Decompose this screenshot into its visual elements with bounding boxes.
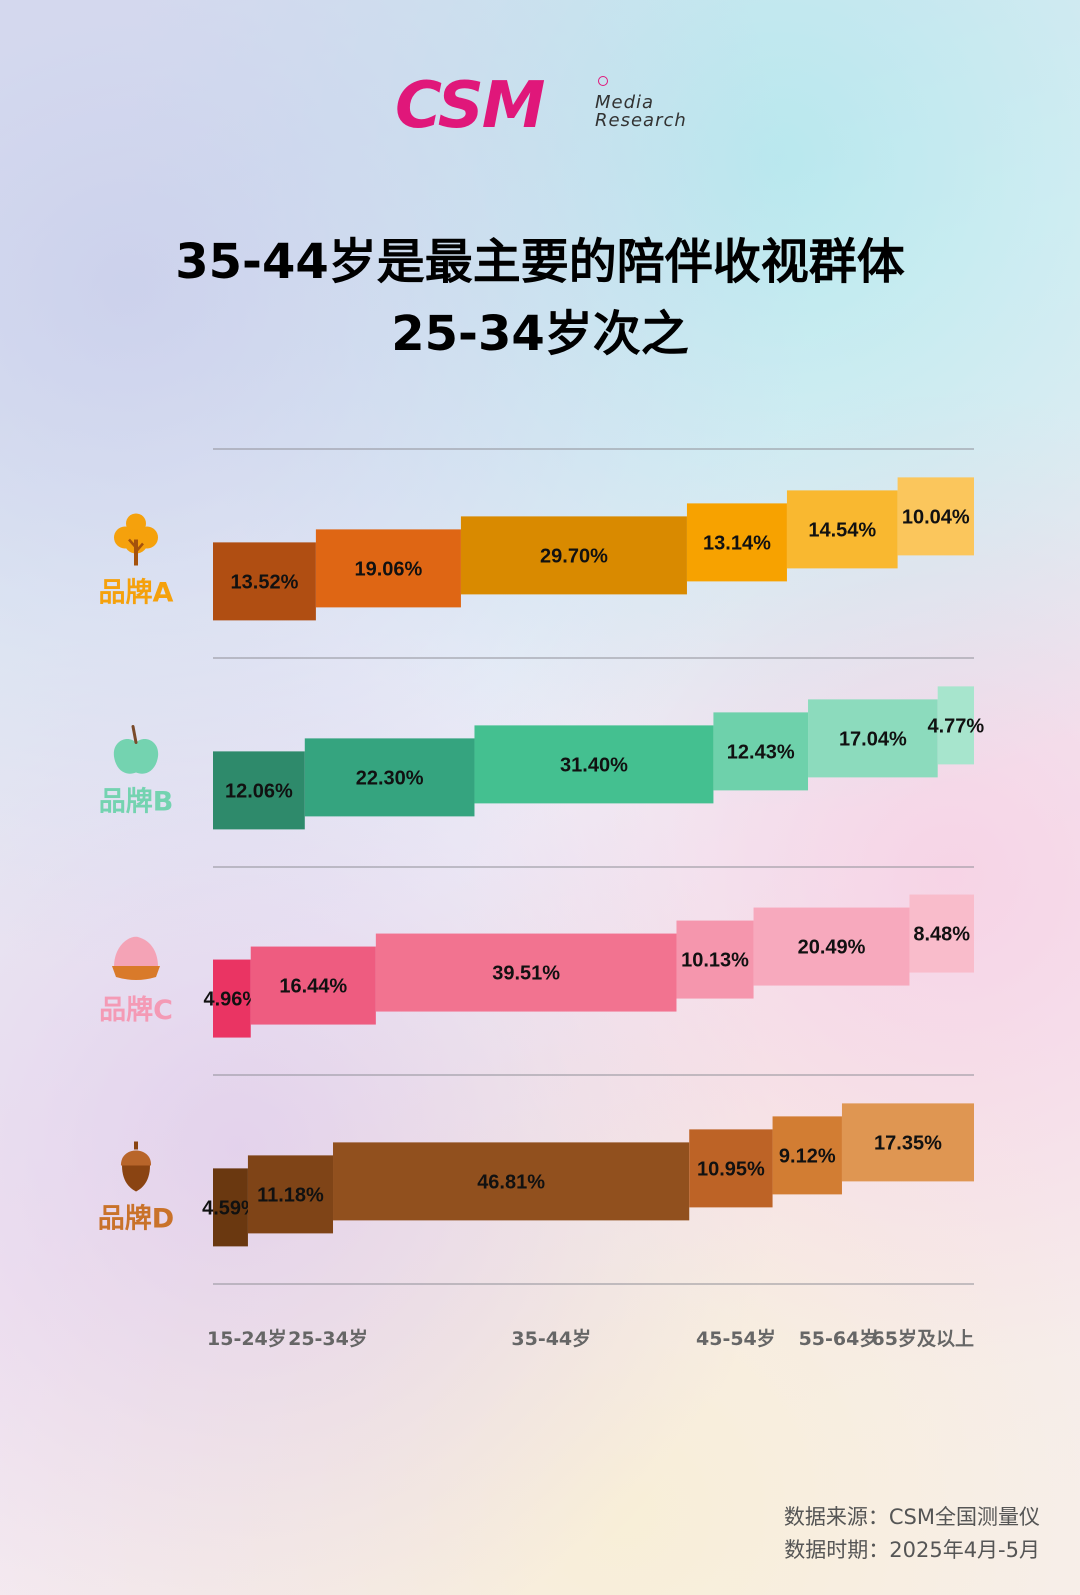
apple-icon xyxy=(113,725,159,774)
data-label: 13.52% xyxy=(231,571,299,593)
series-label: 品牌A xyxy=(99,578,174,609)
bar xyxy=(897,477,974,556)
bar xyxy=(304,738,475,817)
data-label: 17.04% xyxy=(839,728,907,750)
data-label: 20.49% xyxy=(798,937,866,959)
series-label: 品牌B xyxy=(99,787,174,818)
bar xyxy=(250,946,376,1025)
x-tick-label: 45-54岁 xyxy=(696,1327,776,1350)
bar xyxy=(713,712,809,791)
acorn-icon xyxy=(120,1141,152,1192)
x-tick-label: 15-24岁 xyxy=(207,1327,287,1350)
bar xyxy=(909,894,974,973)
page-title-line2: 25-34岁次之 xyxy=(391,306,689,362)
bar xyxy=(460,516,687,595)
data-label: 22.30% xyxy=(356,767,424,789)
series-label: 品牌C xyxy=(99,995,173,1026)
data-label: 9.12% xyxy=(779,1145,836,1167)
logo-wordmark: CSM xyxy=(395,69,545,143)
bar xyxy=(808,699,938,778)
series-label: 品牌D xyxy=(98,1204,174,1235)
bar xyxy=(213,542,316,621)
data-label: 10.04% xyxy=(902,506,970,528)
peach-icon xyxy=(112,936,160,980)
bar xyxy=(213,751,305,830)
bar xyxy=(474,725,714,804)
x-tick-label: 35-44岁 xyxy=(511,1327,591,1350)
data-source: 数据来源：CSM全国测量仪 xyxy=(783,1505,1040,1529)
data-label: 16.44% xyxy=(279,976,347,998)
x-tick-label: 55-64岁 xyxy=(799,1327,879,1350)
data-label: 12.43% xyxy=(727,741,795,763)
data-label: 29.70% xyxy=(540,545,608,567)
logo-subtitle: Media Research xyxy=(595,94,687,130)
bar xyxy=(213,1168,248,1247)
bar xyxy=(786,490,898,569)
x-tick-label: 65岁及以上 xyxy=(872,1327,974,1350)
logo-subtitle-line2: Research xyxy=(595,110,687,131)
bar xyxy=(753,907,910,986)
logo-subtitle-line1: Media xyxy=(595,92,655,113)
data-label: 19.06% xyxy=(354,558,422,580)
data-label: 12.06% xyxy=(225,780,293,802)
x-tick-label: 25-34岁 xyxy=(288,1327,368,1350)
data-label: 11.18% xyxy=(257,1184,324,1206)
bar xyxy=(333,1142,690,1221)
bar xyxy=(772,1116,842,1195)
data-period: 数据时期：2025年4月-5月 xyxy=(784,1538,1040,1562)
data-label: 4.59% xyxy=(202,1197,259,1219)
data-label: 8.48% xyxy=(913,924,970,946)
bar xyxy=(686,503,787,582)
data-label: 31.40% xyxy=(560,754,628,776)
bar xyxy=(689,1129,773,1208)
logo-circle-icon xyxy=(598,76,608,86)
data-label: 14.54% xyxy=(808,519,876,541)
data-label: 10.13% xyxy=(681,950,749,972)
bar xyxy=(841,1103,974,1182)
bar xyxy=(676,920,754,999)
bar xyxy=(247,1155,334,1234)
data-label: 10.95% xyxy=(697,1158,765,1180)
bar xyxy=(315,529,461,608)
bar xyxy=(213,959,251,1038)
data-label: 46.81% xyxy=(477,1171,545,1193)
data-label: 39.51% xyxy=(492,963,560,985)
bar xyxy=(937,686,974,765)
csm-logo: CSM Media Research xyxy=(395,74,695,144)
data-label: 17.35% xyxy=(874,1132,942,1154)
bar xyxy=(375,933,677,1012)
data-label: 13.14% xyxy=(703,532,771,554)
page-title-line1: 35-44岁是最主要的陪伴收视群体 xyxy=(175,234,905,290)
tree-icon xyxy=(114,513,158,566)
data-label: 4.96% xyxy=(204,989,261,1011)
data-label: 4.77% xyxy=(927,715,984,737)
